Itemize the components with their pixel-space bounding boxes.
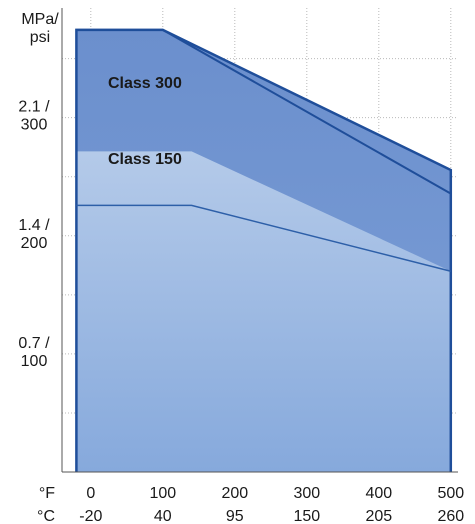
x-tick-label-f: 200 [221,485,248,502]
y-axis-title: MPa/psi [21,11,59,46]
x-unit-f-label: °F [39,485,55,502]
x-unit-c-label: °C [37,508,55,524]
x-tick-label-c: 40 [154,508,172,524]
x-tick-label-c: -20 [79,508,102,524]
chart-labels: MPa/psi 2.1 /300 1.4 /200 0.7 /100 °F °C 0 -20 1… [18,11,464,524]
y-tick-label: 2.1 /300 [18,99,50,134]
x-tick-label-c: 95 [226,508,244,524]
y-tick-label: 1.4 /200 [18,217,50,252]
x-tick-label-f: 0 [86,485,95,502]
x-tick-label-c: 260 [437,508,464,524]
chart-axes [61,8,458,473]
class-150-area [76,151,451,472]
chart-areas [76,29,451,473]
x-tick-label-c: 205 [365,508,392,524]
class-300-label: Class 300 [108,75,182,92]
class-150-label: Class 150 [108,151,182,168]
chart-lines [75,28,453,472]
y-tick-label: 0.7 /100 [18,335,50,370]
x-tick-label-f: 400 [365,485,392,502]
x-tick-label-f: 100 [149,485,176,502]
x-tick-label-f: 500 [437,485,464,502]
x-tick-label-c: 150 [293,508,320,524]
rating-line-1 [76,28,452,195]
rating-line-2 [76,204,451,272]
x-tick-label-f: 300 [293,485,320,502]
